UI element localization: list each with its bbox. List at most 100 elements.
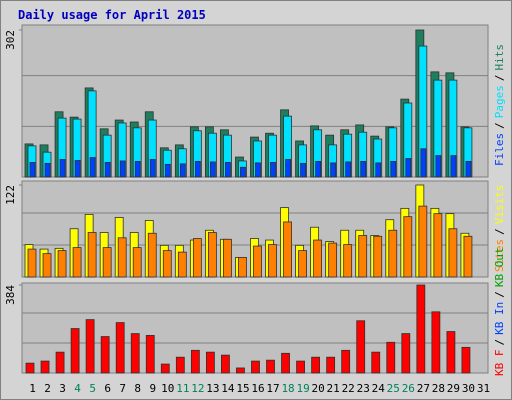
bar — [194, 161, 201, 178]
x-tick-label: 17 — [266, 382, 279, 395]
bar — [209, 161, 216, 178]
bar — [251, 360, 260, 374]
bar — [375, 162, 382, 178]
bar — [311, 356, 321, 374]
legend-entry: KB F — [493, 350, 506, 377]
x-tick-label: 8 — [134, 382, 141, 395]
bar — [207, 232, 217, 278]
bar — [221, 354, 230, 374]
bar — [145, 335, 155, 374]
bar — [100, 336, 110, 374]
bar — [175, 356, 185, 374]
bar — [74, 160, 81, 178]
bar — [358, 235, 368, 278]
bar — [343, 244, 353, 278]
bar — [465, 161, 472, 178]
y-tick-label: 302 — [4, 30, 17, 50]
bar — [42, 253, 52, 278]
legend-entry: Visits — [493, 185, 506, 225]
bar — [59, 159, 66, 178]
bar — [435, 155, 442, 178]
legend-separator: / — [493, 228, 506, 235]
bar — [253, 245, 262, 278]
legend: KB F / KB In / KB Out — [493, 247, 506, 376]
bar — [298, 250, 307, 278]
bar — [44, 162, 51, 178]
bar — [162, 250, 172, 278]
plot-area — [21, 282, 489, 374]
x-tick-label: 13 — [206, 382, 219, 395]
x-tick-label: 11 — [176, 382, 189, 395]
legend-entry: Files — [493, 133, 506, 166]
bar — [179, 163, 186, 178]
bar — [448, 228, 458, 278]
bar — [330, 162, 337, 178]
bar — [390, 161, 397, 178]
bar — [104, 161, 111, 178]
bar — [240, 166, 246, 178]
bar — [57, 250, 67, 278]
bar — [283, 221, 292, 278]
bar — [25, 362, 35, 374]
bar — [450, 155, 457, 178]
x-tick-label: 31 — [477, 382, 490, 395]
x-tick-label: 5 — [89, 382, 96, 395]
y-tick-label: 384 — [4, 285, 17, 305]
bar — [371, 351, 381, 374]
bar — [149, 159, 156, 178]
bar — [341, 349, 351, 374]
legend-separator: / — [493, 122, 506, 129]
bar — [386, 341, 396, 374]
legend-separator: / — [493, 75, 506, 82]
legend-separator: / — [493, 339, 506, 346]
chart-title: Daily usage for April 2015 — [18, 8, 206, 22]
x-tick-label: 2 — [44, 382, 51, 395]
bar — [463, 235, 473, 278]
x-tick-label: 30 — [462, 382, 475, 395]
bar — [281, 352, 290, 374]
bar — [373, 235, 383, 278]
x-tick-label: 15 — [236, 382, 249, 395]
bar — [134, 161, 141, 178]
bar — [238, 256, 247, 278]
bar — [360, 161, 367, 178]
x-tick-label: 26 — [402, 382, 415, 395]
bar — [345, 161, 352, 178]
bar — [328, 242, 338, 278]
bar — [132, 247, 142, 278]
bar — [313, 239, 323, 278]
bar — [27, 248, 37, 278]
bar — [300, 162, 306, 178]
bar — [29, 161, 36, 178]
legend-separator: / — [493, 291, 506, 298]
x-tick-label: 19 — [296, 382, 309, 395]
legend-entry: Hits — [493, 44, 506, 71]
bar — [130, 333, 140, 374]
bar — [89, 157, 96, 178]
legend-entry: Pages — [493, 85, 506, 118]
legend: Files / Pages / Hits — [493, 44, 506, 166]
bar — [192, 238, 202, 278]
legend: Sites / Visits — [493, 185, 506, 273]
x-tick-label: 7 — [119, 382, 126, 395]
bar — [147, 232, 157, 278]
bar — [117, 237, 127, 278]
bar — [255, 162, 261, 178]
x-tick-label: 29 — [447, 382, 460, 395]
x-tick-label: 9 — [149, 382, 156, 395]
bar — [431, 311, 441, 374]
bar — [223, 238, 232, 278]
x-tick-label: 16 — [251, 382, 264, 395]
x-tick-label: 20 — [312, 382, 325, 395]
bar — [205, 351, 215, 374]
bar — [266, 359, 275, 374]
x-tick-label: 25 — [387, 382, 400, 395]
bar — [72, 247, 82, 278]
bar — [177, 251, 187, 278]
bar — [102, 247, 112, 278]
x-tick-label: 14 — [221, 382, 235, 395]
bar — [315, 161, 322, 178]
x-tick-label: 3 — [59, 382, 66, 395]
bar — [285, 159, 291, 178]
